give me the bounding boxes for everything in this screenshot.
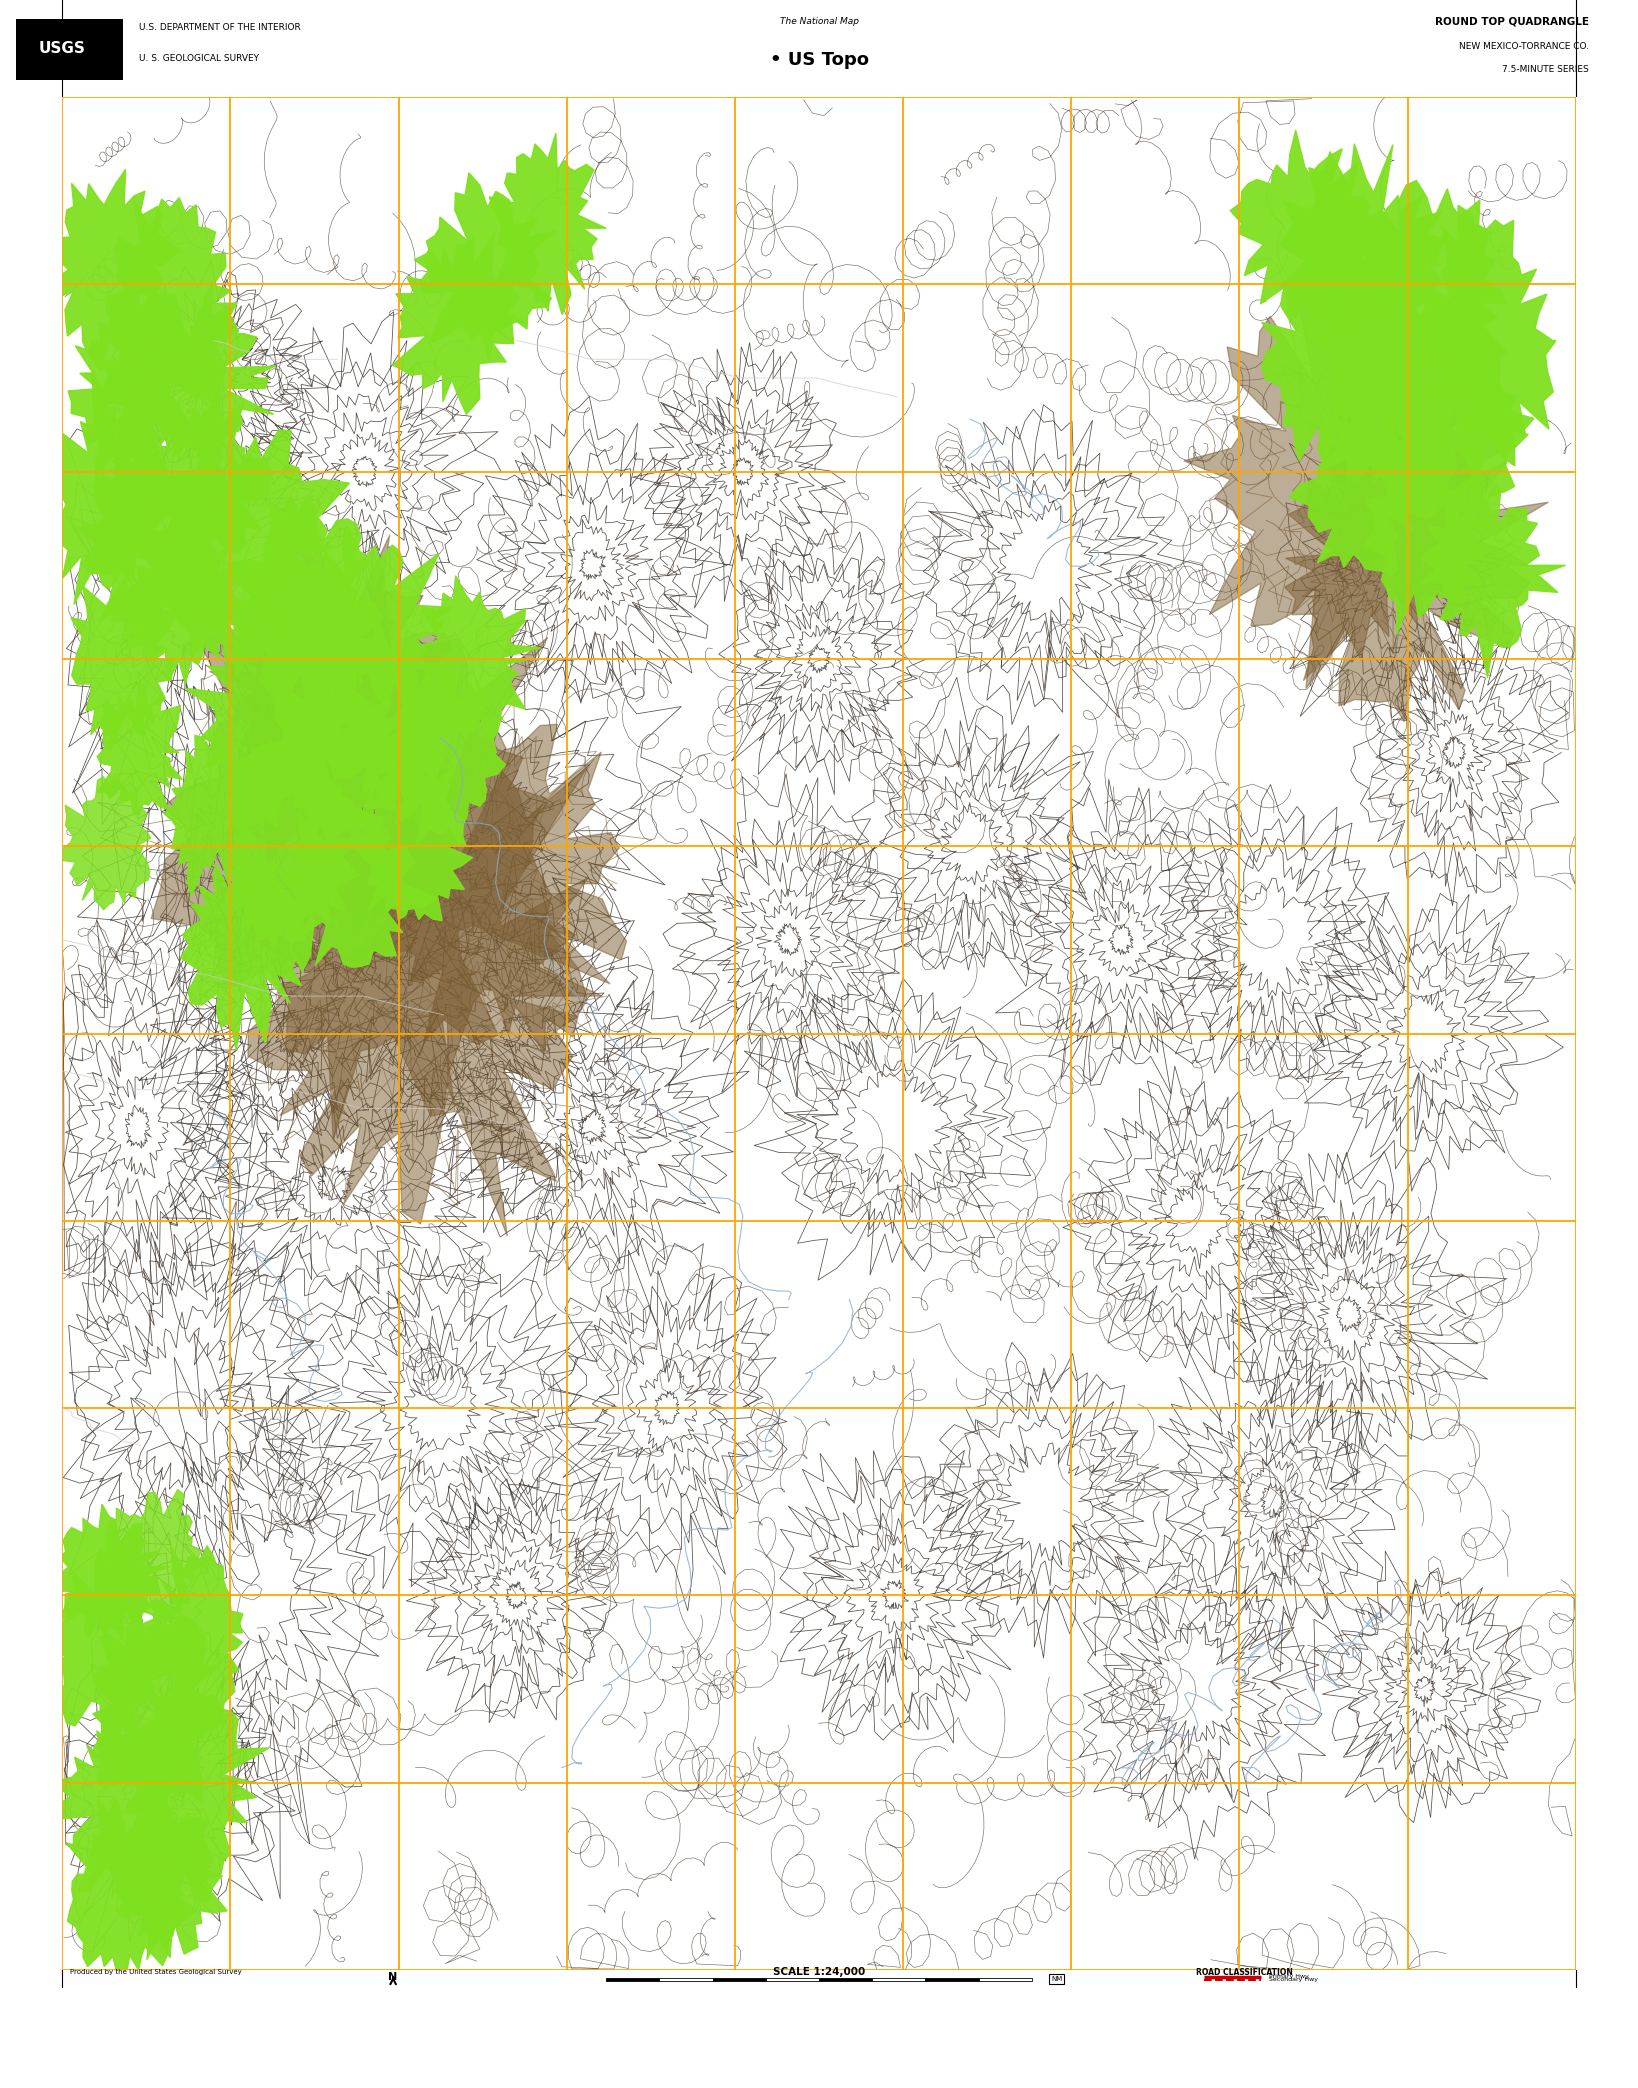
Text: The National Map: The National Map — [780, 17, 858, 25]
Polygon shape — [39, 1543, 165, 1752]
Polygon shape — [313, 618, 473, 806]
Text: USGS: USGS — [39, 42, 85, 56]
Polygon shape — [115, 1796, 228, 1961]
Bar — [16, 19, 123, 79]
Polygon shape — [414, 173, 555, 361]
Polygon shape — [1284, 401, 1548, 722]
Text: Secondary Hwy: Secondary Hwy — [1269, 1977, 1319, 1982]
Polygon shape — [97, 683, 182, 814]
Text: U.S. DEPARTMENT OF THE INTERIOR: U.S. DEPARTMENT OF THE INTERIOR — [139, 23, 301, 31]
Bar — [925, 1979, 978, 1982]
Polygon shape — [90, 1599, 226, 1823]
Bar — [980, 1979, 1032, 1982]
Polygon shape — [226, 729, 369, 971]
Text: NM: NM — [1052, 1975, 1061, 1982]
Polygon shape — [393, 234, 524, 413]
Polygon shape — [103, 1489, 215, 1629]
Polygon shape — [1230, 129, 1384, 317]
Polygon shape — [1261, 232, 1404, 466]
Bar — [819, 1979, 871, 1982]
Text: NEW MEXICO-TORRANCE CO.: NEW MEXICO-TORRANCE CO. — [1459, 42, 1589, 50]
Polygon shape — [228, 497, 383, 714]
Polygon shape — [52, 1727, 182, 1908]
Polygon shape — [339, 762, 472, 921]
Polygon shape — [49, 1503, 170, 1641]
Polygon shape — [210, 535, 460, 898]
Bar — [767, 1979, 819, 1982]
Polygon shape — [277, 785, 437, 967]
Text: Primary Hwy: Primary Hwy — [1269, 1975, 1309, 1979]
Text: N: N — [388, 1973, 398, 1982]
Bar — [871, 1979, 925, 1982]
Polygon shape — [164, 733, 274, 898]
Polygon shape — [66, 1796, 195, 1986]
Polygon shape — [124, 382, 275, 551]
Polygon shape — [1366, 449, 1500, 635]
Polygon shape — [75, 457, 234, 641]
Polygon shape — [1420, 482, 1566, 679]
Polygon shape — [111, 1677, 269, 1904]
Polygon shape — [341, 725, 626, 1075]
Text: ROUND TOP QUADRANGLE: ROUND TOP QUADRANGLE — [1435, 17, 1589, 27]
Bar — [713, 1979, 765, 1982]
Text: 7.5-MINUTE SERIES: 7.5-MINUTE SERIES — [1502, 65, 1589, 75]
Polygon shape — [180, 852, 306, 1050]
Polygon shape — [246, 754, 603, 1236]
Polygon shape — [36, 169, 182, 372]
Polygon shape — [490, 134, 606, 315]
Text: Produced by the United States Geological Survey: Produced by the United States Geological… — [70, 1969, 242, 1975]
Text: • US Topo: • US Topo — [770, 52, 868, 69]
Polygon shape — [1289, 397, 1435, 576]
Polygon shape — [1184, 282, 1500, 689]
Polygon shape — [70, 555, 177, 750]
Polygon shape — [1322, 286, 1458, 505]
Polygon shape — [1387, 317, 1535, 547]
Polygon shape — [144, 426, 349, 677]
Polygon shape — [144, 1545, 242, 1718]
Polygon shape — [105, 198, 239, 401]
Polygon shape — [1332, 180, 1509, 430]
Polygon shape — [59, 777, 151, 910]
Polygon shape — [69, 292, 175, 501]
Polygon shape — [296, 526, 452, 716]
Polygon shape — [408, 576, 541, 741]
Polygon shape — [244, 662, 405, 844]
Polygon shape — [49, 372, 162, 606]
Polygon shape — [1281, 144, 1445, 378]
Polygon shape — [369, 662, 506, 846]
Text: ROAD CLASSIFICATION: ROAD CLASSIFICATION — [1196, 1967, 1292, 1977]
Polygon shape — [110, 516, 249, 685]
Polygon shape — [93, 282, 275, 459]
Bar — [606, 1979, 658, 1982]
Polygon shape — [1422, 205, 1556, 501]
Polygon shape — [185, 603, 351, 827]
Polygon shape — [151, 568, 611, 1140]
Bar — [658, 1979, 713, 1982]
Text: SCALE 1:24,000: SCALE 1:24,000 — [773, 1967, 865, 1977]
Text: U. S. GEOLOGICAL SURVEY: U. S. GEOLOGICAL SURVEY — [139, 54, 259, 63]
